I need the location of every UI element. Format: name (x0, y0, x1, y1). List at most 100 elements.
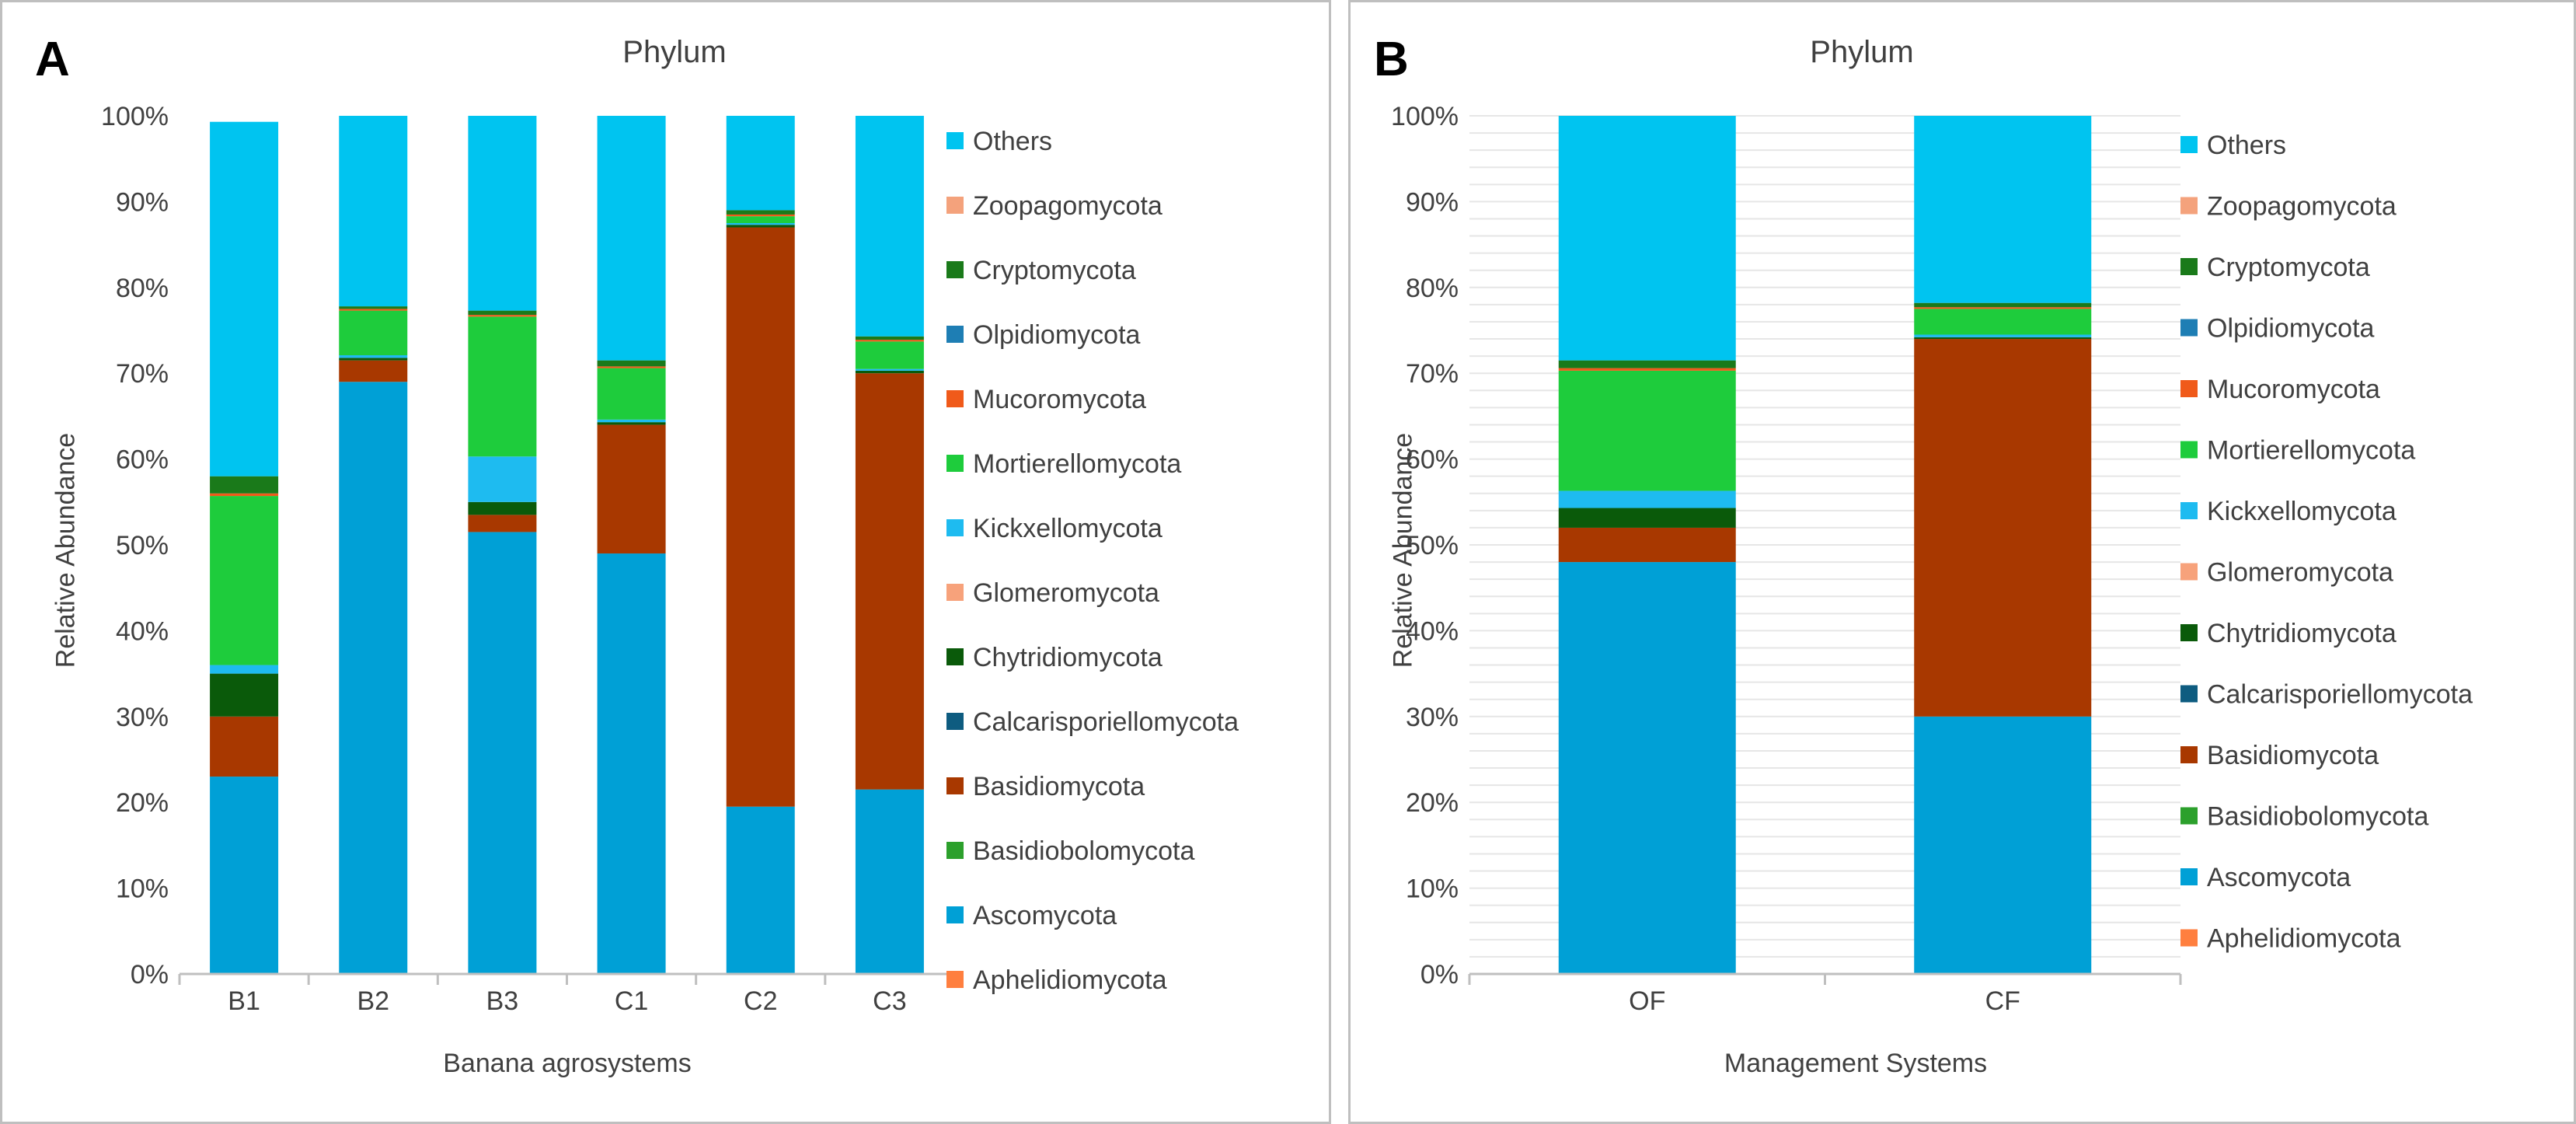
legend-label-others: Others (973, 127, 1052, 156)
bar-segment-kickxellomycota-c2 (726, 223, 795, 225)
bar-segment-mortierellomycota-cf (1914, 309, 2092, 335)
legend-label-kickxellomycota: Kickxellomycota (973, 514, 1163, 543)
legend-swatch-cryptomycota (946, 261, 964, 278)
y-tick-label: 10% (1406, 874, 1459, 904)
y-tick-label: 0% (1420, 960, 1459, 990)
y-tick-label: 20% (116, 788, 169, 818)
bar-segment-kickxellomycota-c3 (855, 368, 924, 371)
legend-swatch-kickxellomycota (2180, 502, 2198, 519)
legend-swatch-basidiomycota (2180, 746, 2198, 763)
legend-label-basidiomycota: Basidiomycota (973, 772, 1145, 801)
legend-label-mucoromycota: Mucoromycota (2207, 375, 2380, 404)
x-tick-label-b2: B2 (357, 986, 389, 1016)
bar-segment-others-b3 (468, 116, 537, 311)
x-axis-label-b: Management Systems (1724, 1049, 1988, 1078)
legend-swatch-kickxellomycota (946, 519, 964, 536)
legend-swatch-mucoromycota (2180, 380, 2198, 397)
legend-swatch-aphelidiomycota (946, 971, 964, 988)
y-tick-label: 60% (116, 445, 169, 475)
bar-segment-mucoromycota-c1 (597, 366, 666, 368)
bar-segment-mucoromycota-cf (1914, 307, 2092, 309)
stacked-bar-chart-a: 0% 10% 20% 30% 40% 50% 60% 70% 80% 90% 100% B1 B2 B3 C… (101, 102, 1239, 1016)
bar-segment-mortierellomycota-of (1558, 370, 1736, 491)
y-tick-label: 100% (1391, 102, 1459, 131)
legend-swatch-basidiobolomycota (946, 842, 964, 859)
bar-segment-mucoromycota-c3 (855, 340, 924, 342)
y-tick-label: 40% (1406, 616, 1459, 646)
legend-label-glomeromycota: Glomeromycota (973, 578, 1159, 608)
bar-segment-ascomycota-c2 (726, 806, 795, 974)
bar-segment-kickxellomycota-b1 (210, 665, 279, 674)
bar-segment-mucoromycota-c2 (726, 214, 795, 217)
chart-panel-b: B Phylum Relative Abundance Management S… (1348, 0, 2576, 1124)
bar-segment-chytridiomycota-of (1558, 508, 1736, 528)
legend-swatch-others (946, 132, 964, 149)
y-tick-label: 10% (116, 874, 169, 904)
legend-label-chytridiomycota: Chytridiomycota (973, 643, 1163, 672)
legend-label-ascomycota: Ascomycota (2207, 863, 2351, 892)
bar-segment-chytridiomycota-cf (1914, 337, 2092, 340)
y-tick-label: 50% (1406, 531, 1459, 560)
bar-segment-kickxellomycota-of (1558, 490, 1736, 508)
bar-segment-others-b2 (339, 116, 408, 307)
x-axis-label-a: Banana agrosystems (443, 1049, 692, 1078)
legend-swatch-basidiobolomycota (2180, 807, 2198, 825)
legend-label-zoopagomycota: Zoopagomycota (2207, 192, 2396, 222)
y-tick-label: 70% (1406, 359, 1459, 389)
bar-segment-others-c1 (597, 116, 666, 361)
bar-segment-ascomycota-b1 (210, 777, 279, 974)
y-tick-label: 80% (116, 274, 169, 303)
bar-segment-others-of (1558, 116, 1736, 361)
x-tick-label-b3: B3 (486, 986, 519, 1016)
legend-label-cryptomycota: Cryptomycota (973, 256, 1136, 285)
legend-swatch-zoopagomycota (946, 197, 964, 214)
legend-label-mortierellomycota: Mortierellomycota (973, 449, 1181, 479)
panel-letter-b: B (1374, 33, 1409, 86)
bar-segment-mucoromycota-b2 (339, 309, 408, 311)
chart-title-a: Phylum (622, 35, 727, 69)
legend-label-calcarisporiellomycota: Calcarisporiellomycota (2207, 680, 2473, 710)
bar-segment-others-c3 (855, 116, 924, 337)
legend-label-basidiobolomycota: Basidiobolomycota (2207, 802, 2428, 832)
legend-label-chytridiomycota: Chytridiomycota (2207, 619, 2396, 648)
legend-swatch-basidiomycota (946, 777, 964, 794)
bar-segment-ascomycota-of (1558, 562, 1736, 974)
legend-label-kickxellomycota: Kickxellomycota (2207, 497, 2396, 526)
bar-segment-mortierellomycota-c2 (726, 216, 795, 223)
x-tick-label-cf: CF (1985, 986, 2020, 1016)
bar-segment-ascomycota-c1 (597, 553, 666, 974)
bar-segment-basidiomycota-b2 (339, 360, 408, 382)
y-tick-label: 60% (1406, 445, 1459, 475)
bar-segment-kickxellomycota-cf (1914, 334, 2092, 337)
legend-swatch-chytridiomycota (946, 648, 964, 665)
bar-segment-cryptomycota-b2 (339, 306, 408, 309)
bar-segment-chytridiomycota-c1 (597, 422, 666, 425)
legend-label-mucoromycota: Mucoromycota (973, 385, 1146, 414)
bar-segment-chytridiomycota-c3 (855, 370, 924, 374)
legend-label-basidiobolomycota: Basidiobolomycota (973, 836, 1194, 866)
bar-segment-mortierellomycota-b2 (339, 310, 408, 356)
y-tick-label: 0% (131, 960, 169, 990)
legend-swatch-ascomycota (2180, 868, 2198, 885)
bar-segment-basidiomycota-b3 (468, 515, 537, 532)
y-tick-label: 30% (1406, 703, 1459, 732)
legend-label-glomeromycota: Glomeromycota (2207, 558, 2393, 588)
legend-swatch-zoopagomycota (2180, 197, 2198, 215)
bar-segment-mucoromycota-b1 (210, 493, 279, 497)
bar-segment-others-c2 (726, 116, 795, 211)
legend-label-mortierellomycota: Mortierellomycota (2207, 436, 2415, 466)
bar-segment-kickxellomycota-c1 (597, 419, 666, 423)
chart-title-b: Phylum (1810, 35, 1914, 69)
bar-segment-mortierellomycota-b3 (468, 316, 537, 457)
bar-segment-mucoromycota-of (1558, 368, 1736, 371)
y-tick-label: 100% (101, 102, 169, 131)
legend-swatch-olpidiomycota (946, 326, 964, 343)
y-tick-label: 40% (116, 616, 169, 646)
bar-segment-kickxellomycota-b2 (339, 355, 408, 358)
legend-swatch-mortierellomycota (946, 455, 964, 472)
legend-label-zoopagomycota: Zoopagomycota (973, 191, 1163, 221)
legend-label-others: Others (2207, 131, 2286, 160)
bar-segment-kickxellomycota-b3 (468, 456, 537, 502)
panel-letter-a: A (35, 33, 70, 86)
bar-segment-mucoromycota-b3 (468, 315, 537, 317)
